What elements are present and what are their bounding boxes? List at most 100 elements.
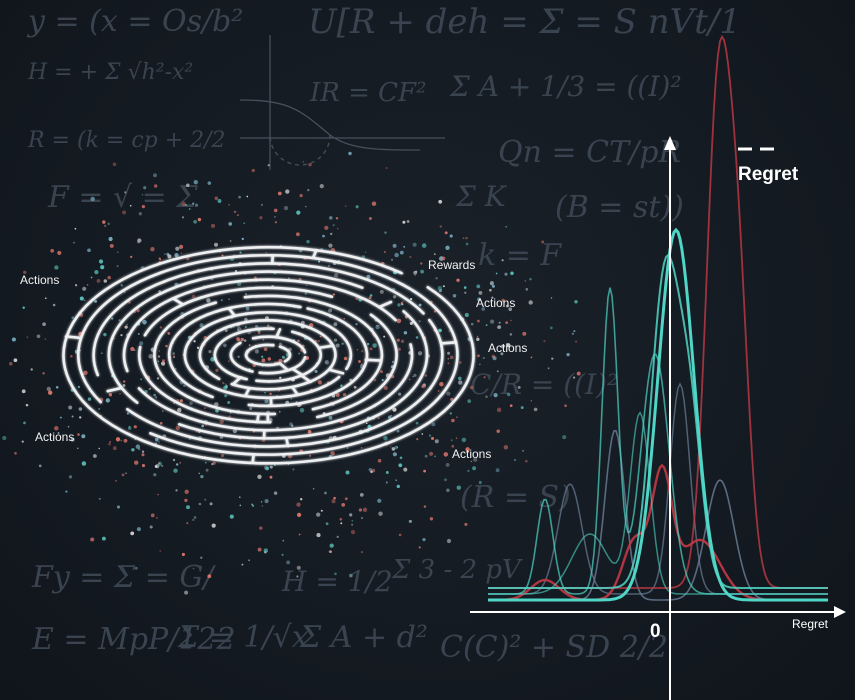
particle [302, 161, 304, 163]
particle [181, 201, 186, 207]
particle [159, 326, 163, 329]
particle [98, 259, 104, 264]
particle [11, 337, 16, 342]
particle [308, 323, 314, 328]
particle [172, 458, 176, 462]
particle [424, 454, 428, 458]
particle [215, 368, 219, 372]
particle [481, 307, 486, 311]
particle [71, 415, 74, 418]
particle [368, 296, 372, 300]
particle [509, 404, 513, 408]
particle [328, 550, 332, 553]
particle [55, 386, 59, 389]
particle [229, 240, 232, 242]
particle [54, 426, 59, 431]
particle [387, 415, 392, 419]
particle [133, 425, 137, 429]
particle [543, 340, 546, 343]
particle [397, 347, 401, 351]
particle [219, 419, 224, 424]
particle [541, 240, 545, 244]
particle [259, 216, 263, 220]
particle [437, 390, 440, 392]
particle [71, 316, 74, 319]
particle [125, 472, 127, 474]
particle [324, 491, 327, 495]
particle [383, 385, 388, 391]
particle [124, 191, 127, 194]
particle [246, 195, 249, 198]
particle [70, 437, 75, 442]
particle [214, 242, 218, 247]
actions-label-right-2: Actions [488, 341, 528, 355]
particle [317, 380, 322, 385]
particle [120, 333, 123, 337]
particle [329, 216, 333, 220]
particle [319, 335, 322, 338]
particle [451, 418, 455, 423]
particle [329, 550, 333, 553]
particle [223, 343, 227, 348]
x-axis-arrow [834, 606, 846, 618]
particle [447, 362, 450, 365]
legend-label: Regret [738, 164, 799, 185]
particle [137, 332, 140, 335]
particle [78, 407, 83, 411]
maze-wall [227, 307, 237, 318]
particle [429, 517, 434, 521]
maze-wall [251, 453, 255, 465]
particle [491, 296, 494, 299]
particle [508, 307, 513, 312]
particle [477, 297, 481, 302]
particle [158, 350, 161, 352]
particle [184, 489, 189, 494]
particle [335, 343, 340, 348]
particle [362, 507, 368, 512]
particle [273, 491, 278, 495]
particle [120, 283, 124, 287]
maze-wall [229, 341, 254, 373]
distribution-curve [488, 411, 828, 595]
particle [549, 326, 553, 330]
particle [44, 297, 47, 300]
particle [445, 245, 450, 250]
particle [465, 236, 468, 240]
particle [489, 288, 492, 292]
particle [456, 485, 462, 490]
origin-label: 0 [650, 621, 661, 642]
particle [181, 552, 185, 557]
particle [73, 241, 75, 244]
maze-wall [122, 278, 397, 373]
particle [322, 234, 325, 238]
particle [478, 290, 483, 295]
particle [449, 412, 453, 415]
particle [492, 356, 497, 361]
particle [269, 475, 273, 479]
particle [161, 464, 164, 467]
particle [349, 513, 353, 517]
particle [87, 397, 92, 401]
particle [443, 452, 449, 457]
particle [473, 457, 478, 462]
particle [101, 352, 103, 354]
particle [298, 352, 301, 355]
particle [119, 392, 121, 395]
particle [415, 336, 419, 339]
maze-wall [183, 311, 353, 400]
particle [316, 512, 321, 517]
particle [261, 505, 264, 507]
particle [236, 214, 239, 217]
maze-wall [92, 262, 425, 377]
maze-wall [64, 335, 83, 340]
maze-wall [275, 327, 282, 339]
particle [465, 447, 470, 452]
particle [296, 210, 301, 215]
particle [184, 590, 189, 595]
particle [159, 258, 162, 261]
particle [207, 574, 212, 579]
particle [506, 392, 511, 397]
particle [314, 369, 318, 374]
particle [198, 472, 201, 475]
distribution-curve [488, 253, 828, 589]
